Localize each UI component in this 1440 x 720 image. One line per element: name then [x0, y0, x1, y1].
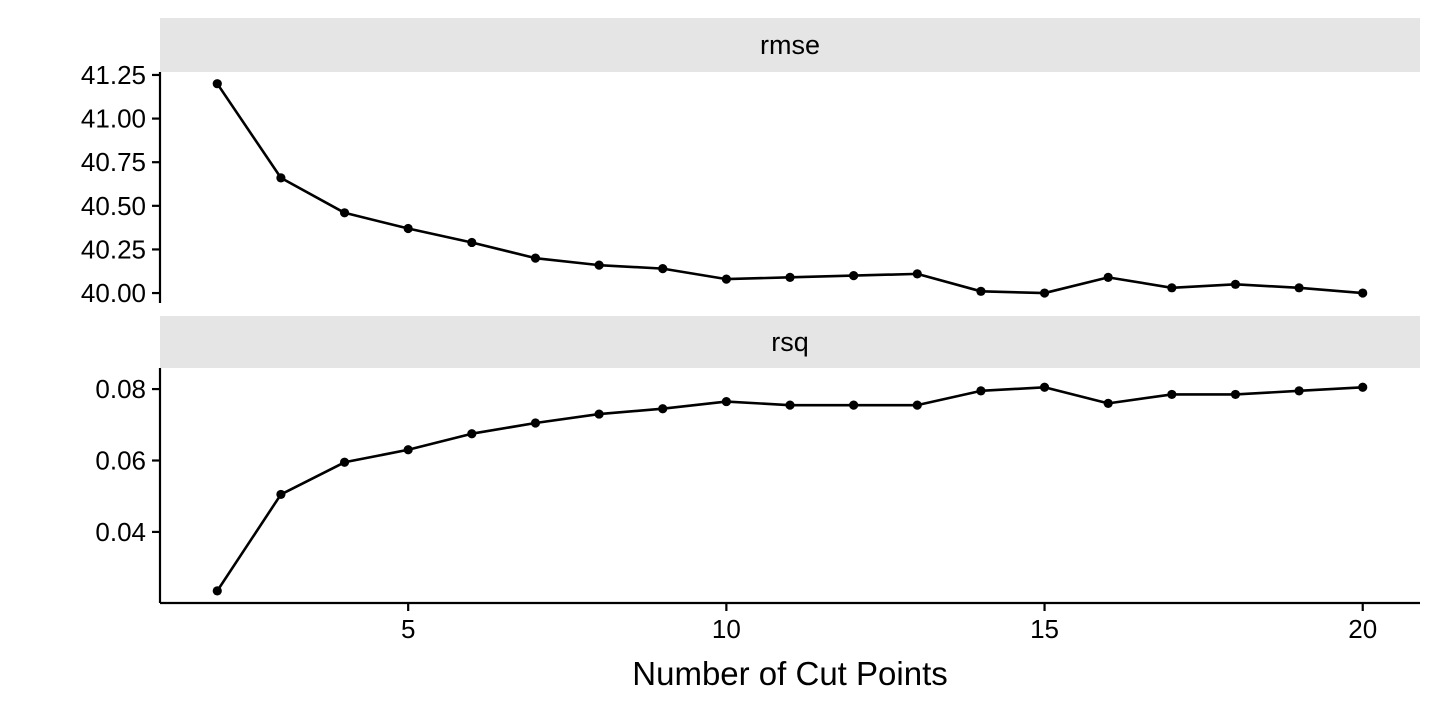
y-axis-tick-label: 40.50	[81, 191, 146, 221]
data-point-rmse	[721, 274, 731, 284]
y-axis-tick-label: 40.75	[81, 147, 146, 177]
data-point-rsq	[276, 489, 286, 500]
data-point-rsq	[1230, 389, 1241, 400]
data-point-rsq	[1294, 386, 1304, 396]
x-axis-title: Number of Cut Points	[632, 655, 948, 692]
data-point-rsq	[467, 429, 477, 439]
data-point-rsq	[976, 386, 986, 396]
x-axis-tick-label: 10	[712, 614, 741, 644]
facet-strip-rmse: rmse	[160, 18, 1420, 72]
data-point-rmse	[467, 237, 477, 248]
data-point-rmse	[594, 260, 604, 270]
data-point-rmse	[658, 264, 668, 274]
data-point-rmse	[339, 208, 350, 218]
data-point-rmse	[1230, 279, 1241, 289]
data-line-rmse	[215, 82, 1365, 295]
data-point-rsq	[721, 396, 731, 407]
data-point-rsq	[785, 400, 795, 410]
data-point-rsq	[212, 586, 222, 596]
data-point-rmse	[976, 286, 986, 296]
data-point-rsq	[1039, 382, 1050, 392]
data-point-rmse	[403, 223, 413, 234]
data-point-rsq	[339, 457, 350, 467]
y-axis-tick-label: 40.00	[81, 278, 146, 308]
data-point-rmse	[1358, 288, 1368, 298]
x-axis-tick-label: 15	[1030, 614, 1059, 644]
data-point-rsq	[403, 445, 413, 455]
facet-strip-rsq: rsq	[160, 316, 1420, 368]
y-axis-tick-label: 41.00	[81, 104, 146, 134]
data-point-rmse	[1103, 272, 1113, 282]
data-point-rsq	[912, 400, 922, 410]
data-point-rsq	[1167, 389, 1177, 400]
data-point-rmse	[785, 272, 795, 282]
y-axis-tick-label: 0.06	[95, 446, 146, 476]
data-point-rmse	[1167, 283, 1177, 293]
data-point-rsq	[594, 409, 604, 419]
data-point-rmse	[530, 253, 541, 263]
data-point-rmse	[212, 79, 222, 89]
y-axis-tick-label: 0.04	[95, 517, 146, 547]
data-line-rsq	[215, 385, 1365, 593]
x-axis-tick-label: 20	[1348, 614, 1377, 644]
data-point-rmse	[276, 173, 286, 183]
data-point-rsq	[658, 404, 668, 414]
y-axis-tick-label: 0.08	[95, 374, 146, 404]
data-point-rmse	[1039, 288, 1050, 298]
data-point-rmse	[1294, 283, 1304, 293]
data-point-rsq	[1358, 382, 1368, 392]
data-point-rmse	[912, 269, 922, 279]
data-point-rsq	[849, 400, 859, 410]
data-point-rmse	[849, 271, 859, 281]
y-axis-tick-label: 40.25	[81, 234, 146, 264]
data-point-rsq	[1103, 398, 1113, 408]
data-point-rsq	[530, 418, 541, 428]
x-axis-tick-label: 5	[401, 614, 415, 644]
y-axis-tick-label: 41.25	[81, 60, 146, 90]
